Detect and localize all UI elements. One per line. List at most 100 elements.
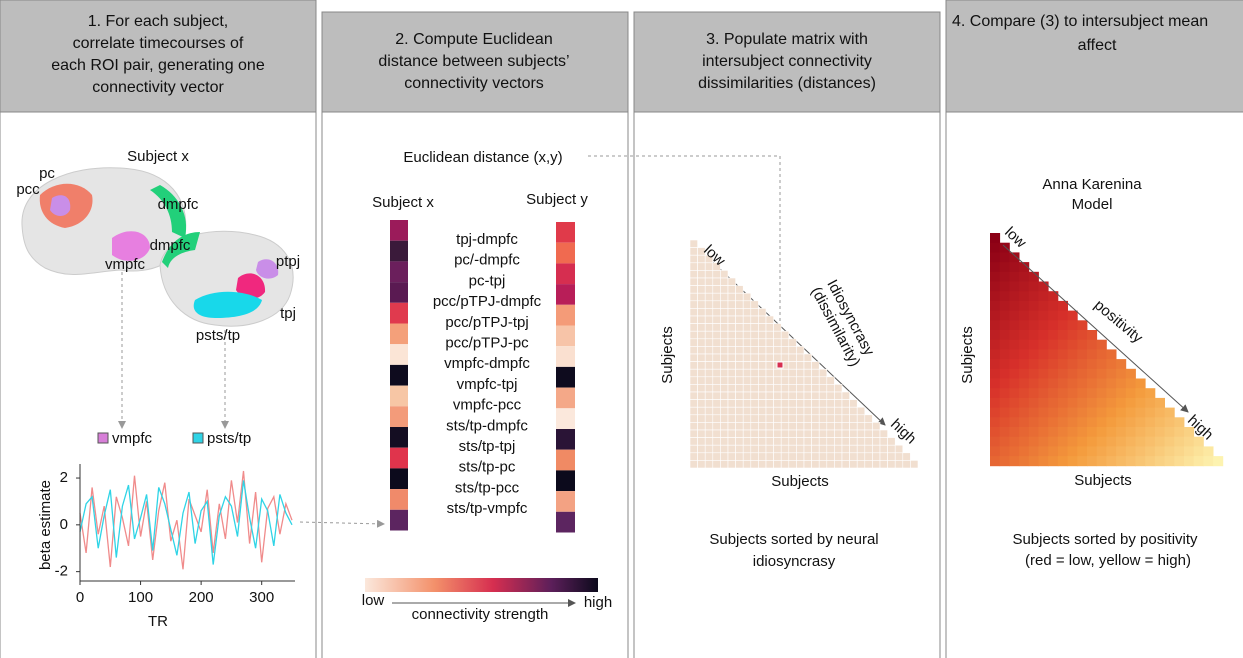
vector-cell (556, 388, 575, 409)
matrix-cell (850, 422, 858, 430)
matrix-cell (720, 445, 728, 453)
matrix-cell (819, 400, 827, 408)
matrix-cell (728, 453, 736, 461)
matrix-cell (1184, 456, 1194, 466)
matrix-cell (705, 422, 713, 430)
matrix-cell (743, 445, 751, 453)
matrix-cell (766, 362, 774, 370)
matrix-cell (705, 354, 713, 362)
matrix-cell (789, 400, 797, 408)
matrix-cell (743, 384, 751, 392)
matrix-cell (1058, 379, 1068, 389)
matrix-cell (1039, 408, 1049, 418)
matrix-cell (698, 286, 706, 294)
x-axis-label: TR (148, 613, 168, 630)
matrix-cell (705, 460, 713, 468)
matrix-cell (1039, 388, 1049, 398)
matrix-cell (781, 400, 789, 408)
matrix-cell (774, 415, 782, 423)
matrix-cell (690, 301, 698, 309)
caption: (red = low, yellow = high) (1025, 552, 1191, 569)
matrix-cell (774, 453, 782, 461)
matrix-cell (728, 293, 736, 301)
matrix-cell (720, 422, 728, 430)
matrix-cell (796, 438, 804, 446)
matrix-cell (796, 384, 804, 392)
matrix-cell (842, 430, 850, 438)
legend-label: psts/tp (207, 430, 251, 447)
matrix-cell (690, 392, 698, 400)
matrix-cell (990, 349, 1000, 359)
roi-label: dmpfc (158, 196, 199, 213)
matrix-cell (1019, 349, 1029, 359)
matrix-cell (743, 415, 751, 423)
matrix-cell (827, 377, 835, 385)
matrix-cell (990, 427, 1000, 437)
matrix-cell (774, 346, 782, 354)
matrix-cell (1058, 456, 1068, 466)
matrix-cell (819, 377, 827, 385)
roi-pair-label: sts/tp-tpj (459, 438, 516, 455)
vector-cell (390, 344, 408, 365)
matrix-cell (819, 422, 827, 430)
vector-cell (390, 489, 408, 510)
matrix-cell (1077, 379, 1087, 389)
matrix-cell (713, 286, 721, 294)
matrix-cell (796, 377, 804, 385)
matrix-cell (698, 316, 706, 324)
matrix-cell (834, 407, 842, 415)
matrix-cell (850, 400, 858, 408)
matrix-cell (872, 460, 880, 468)
matrix-cell (720, 400, 728, 408)
matrix-cell (766, 377, 774, 385)
panel-title: each ROI pair, generating one (51, 57, 265, 74)
matrix-cell (1106, 388, 1116, 398)
matrix-cell (1009, 349, 1019, 359)
matrix-cell (1000, 417, 1010, 427)
matrix-cell (728, 324, 736, 332)
matrix-cell (736, 301, 744, 309)
legend-marker (193, 433, 203, 443)
roi-pair-label: sts/tp-pc (459, 459, 516, 476)
matrix-cell (1058, 446, 1068, 456)
matrix-cell (1106, 349, 1116, 359)
matrix-cell (1077, 417, 1087, 427)
matrix-cell (698, 339, 706, 347)
matrix-cell (789, 438, 797, 446)
matrix-cell (872, 445, 880, 453)
matrix-cell (758, 407, 766, 415)
roi-label: psts/tp (196, 327, 240, 344)
matrix-cell (736, 331, 744, 339)
matrix-cell (766, 392, 774, 400)
matrix-cell (827, 407, 835, 415)
matrix-cell (1097, 369, 1107, 379)
matrix-cell (1000, 291, 1010, 301)
matrix-cell (713, 422, 721, 430)
matrix-cell (736, 445, 744, 453)
matrix-cell (789, 407, 797, 415)
matrix-cell (1009, 272, 1019, 282)
matrix-cell (990, 437, 1000, 447)
matrix-cell (1126, 369, 1136, 379)
matrix-cell (1039, 291, 1049, 301)
matrix-cell (796, 400, 804, 408)
vector-cell (390, 510, 408, 531)
matrix-cell (713, 346, 721, 354)
matrix-cell (827, 445, 835, 453)
matrix-cell (1077, 330, 1087, 340)
matrix-cell (1000, 398, 1010, 408)
matrix-cell (690, 278, 698, 286)
matrix-cell (705, 308, 713, 316)
matrix-cell (1165, 456, 1175, 466)
matrix-cell (880, 453, 888, 461)
matrix-cell (827, 438, 835, 446)
matrix-cell (1058, 320, 1068, 330)
matrix-cell (1000, 340, 1010, 350)
matrix-cell (1097, 408, 1107, 418)
matrix-cell (690, 362, 698, 370)
matrix-cell (842, 392, 850, 400)
matrix-cell (1077, 437, 1087, 447)
matrix-cell (1116, 369, 1126, 379)
matrix-cell (758, 430, 766, 438)
matrix-cell (1019, 379, 1029, 389)
